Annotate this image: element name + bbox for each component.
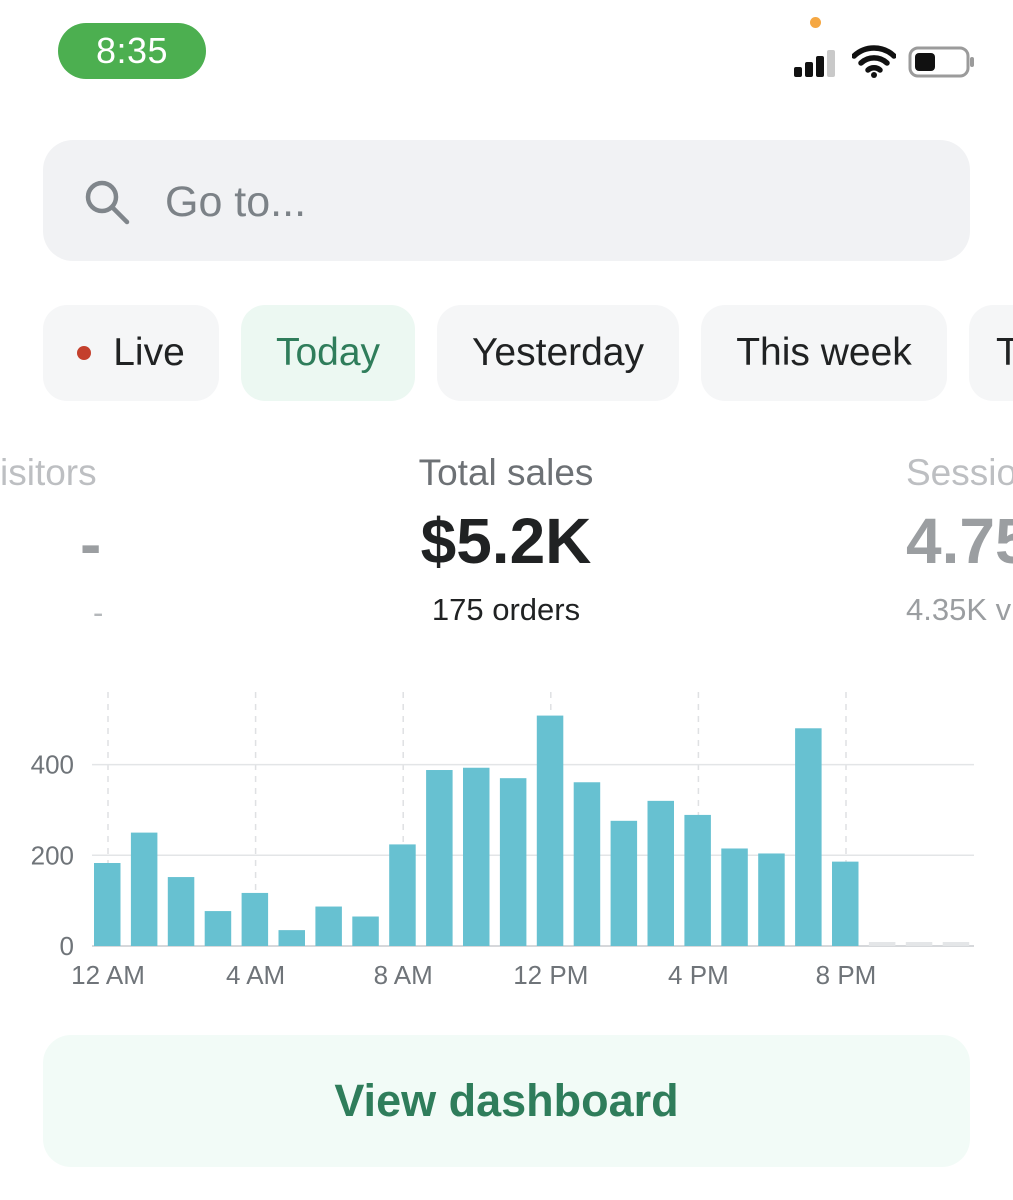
battery-icon: [908, 46, 974, 78]
chart-bar: [241, 892, 269, 946]
chart-bar: [130, 832, 158, 946]
chart-bar: [499, 778, 527, 946]
filter-chip-truncated[interactable]: T: [969, 305, 1013, 401]
filter-chip-today[interactable]: Today: [241, 305, 415, 401]
privacy-indicator-dot: [810, 17, 821, 28]
metric-label: isitors: [0, 452, 97, 493]
chart-x-tick-label: 4 PM: [668, 960, 729, 990]
chart-x-tick-label: 4 AM: [226, 960, 285, 990]
metric-card-visitors[interactable]: isitors - -: [0, 452, 115, 630]
filter-chip-label: Live: [113, 331, 185, 374]
chart-x-tick-label: 8 PM: [816, 960, 877, 990]
metric-card-sessions[interactable]: Sessio 4.75 4.35K v: [906, 452, 1013, 628]
chart-bar: [573, 782, 601, 946]
sales-by-hour-chart: 0 200 400 12 AM 4 AM 8 AM 12 PM 4 PM 8 PM: [31, 692, 974, 990]
chart-bar: [315, 906, 342, 946]
chart-bar: [389, 844, 416, 946]
chart-bar: [610, 820, 638, 946]
filter-chip-yesterday[interactable]: Yesterday: [437, 305, 679, 401]
chart-bar: [795, 728, 822, 946]
chart-x-tick-label: 8 AM: [374, 960, 433, 990]
search-icon: [85, 180, 130, 225]
chart-bar: [832, 861, 859, 946]
chart-bar: [94, 862, 121, 946]
live-dot-icon: [77, 346, 92, 360]
metric-value: $5.2K: [420, 505, 592, 577]
chart-bar: [204, 911, 232, 946]
search-input[interactable]: [163, 166, 927, 238]
metric-label: Sessio: [906, 452, 1013, 493]
chart-bar: [684, 814, 711, 946]
view-dashboard-button[interactable]: View dashboard: [43, 1035, 970, 1167]
chart-y-tick-label: 400: [31, 750, 74, 780]
metric-value: 4.75: [906, 505, 1013, 577]
chart-bar: [647, 800, 674, 946]
chart-bar: [463, 767, 490, 946]
metric-sub: 4.35K v: [906, 592, 1012, 627]
filter-chip-label: Yesterday: [471, 331, 644, 374]
filter-chip-live[interactable]: Live: [43, 305, 219, 401]
chart-bar-empty: [942, 942, 970, 946]
metric-sub: 175 orders: [431, 592, 581, 627]
wifi-icon: [852, 45, 896, 78]
metric-card-total-sales[interactable]: Total sales $5.2K 175 orders: [356, 452, 656, 628]
chart-bar: [721, 848, 748, 946]
chart-y-tick-label: 0: [60, 931, 74, 961]
search-bar[interactable]: [43, 140, 970, 261]
chart-bar: [278, 930, 305, 946]
filter-chip-label: Today: [275, 331, 381, 374]
chart-bar: [167, 877, 195, 946]
cellular-signal-icon: [794, 50, 835, 77]
status-time: 8:35: [58, 23, 206, 79]
chart-bar-empty: [905, 942, 933, 946]
chart-bar-empty: [868, 942, 896, 946]
metric-value: -: [80, 508, 102, 580]
metric-label: Total sales: [418, 452, 594, 493]
chart-bar: [536, 715, 564, 946]
filter-chip-label: This week: [736, 331, 912, 374]
filter-chip-label: T: [996, 331, 1013, 374]
chart-y-tick-label: 200: [31, 840, 74, 870]
chart-x-tick-label: 12 AM: [71, 960, 145, 990]
chart-bar: [758, 853, 785, 946]
chart-bar: [352, 916, 379, 946]
chart-bar: [426, 770, 453, 946]
filter-chip-this-week[interactable]: This week: [701, 305, 947, 401]
chart-x-tick-label: 12 PM: [513, 960, 588, 990]
metric-sub: -: [93, 595, 104, 630]
